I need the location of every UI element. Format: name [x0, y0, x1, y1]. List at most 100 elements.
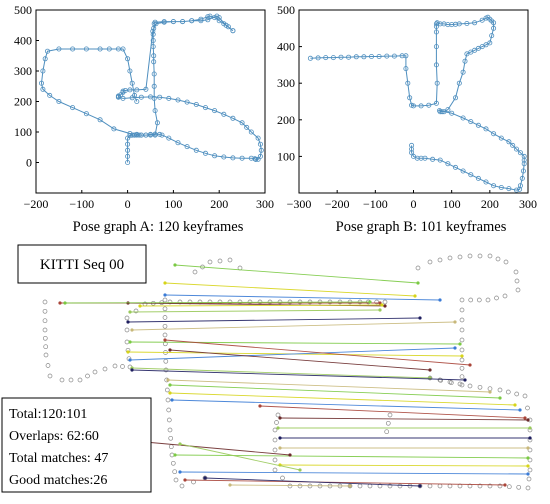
- plot-a-keyframe-point: [97, 117, 103, 123]
- plot-b-keyframe-point: [323, 55, 329, 61]
- match-graph-a-keyframe-point: [374, 299, 380, 305]
- plot-a-keyframe-point: [56, 46, 62, 52]
- plot-a-keyframe-point: [40, 68, 46, 74]
- match-endpoint-a: [130, 368, 134, 372]
- match-graph-a-keyframe-point: [42, 308, 48, 314]
- match-graph-a-keyframe-point: [124, 315, 130, 321]
- match-graph-a-keyframe-point: [124, 327, 130, 333]
- match-line: [174, 264, 419, 284]
- match-graph-a-keyframe-point: [164, 387, 170, 393]
- match-line: [139, 304, 383, 307]
- plot-a-keyframe-point: [120, 95, 126, 101]
- plot-b-keyframe-point: [439, 109, 445, 115]
- plot-b-keyframe-point: [418, 103, 424, 109]
- match-endpoint-a: [258, 404, 262, 408]
- plot-a-keyframe-point: [131, 92, 137, 98]
- match-line: [174, 454, 529, 459]
- plot-b-keyframe-point: [520, 168, 526, 174]
- plot-a-keyframe-point: [258, 147, 264, 153]
- stats-good-matches: Good matches:26: [9, 473, 107, 488]
- plot-b-x-tick-label: −300: [287, 197, 312, 211]
- match-graph-b-keyframe-point: [387, 483, 393, 489]
- plot-a-y-tick-label: 200: [14, 95, 32, 109]
- dataset-label: KITTI Seq 00: [40, 257, 124, 273]
- plot-b-keyframe-point: [521, 161, 527, 167]
- match-endpoint-a: [163, 281, 167, 285]
- plot-b-keyframe-point: [475, 45, 481, 51]
- plot-b-keyframe-point: [475, 122, 481, 128]
- plot-a-keyframe-point: [244, 124, 250, 130]
- match-endpoint-a: [58, 301, 62, 305]
- plot-b-keyframe-point: [433, 29, 439, 35]
- plot-a-keyframe-point: [205, 14, 211, 20]
- plot-a-keyframe-point: [255, 135, 261, 141]
- plot-a-keyframe-point: [45, 48, 51, 54]
- match-graph-b-keyframe-point: [437, 257, 443, 263]
- match-graph-b-keyframe-point: [477, 384, 483, 390]
- match-endpoint-a: [183, 478, 187, 482]
- plot-b-keyframe-point: [483, 126, 489, 132]
- match-graph-a-keyframe-point: [162, 323, 168, 329]
- match-endpoint-a: [163, 338, 167, 342]
- match-endpoint-a: [128, 340, 132, 344]
- plot-b-keyframe-point: [472, 20, 478, 26]
- match-graph-b-keyframe-point: [468, 297, 474, 303]
- plot-b-series: [307, 14, 527, 193]
- plot-a-keyframe-point: [166, 135, 172, 141]
- plot-a-keyframe-point: [115, 46, 121, 52]
- match-line: [129, 347, 456, 361]
- match-graph-b-keyframe-point: [459, 347, 465, 353]
- plot-b-keyframe-point: [353, 54, 359, 60]
- plot-b-keyframe-point: [399, 53, 405, 59]
- match-endpoint-b: [380, 303, 384, 307]
- plot-a-keyframe-point: [159, 132, 165, 138]
- match-graph-a-keyframe-point: [43, 344, 49, 350]
- plot-a-keyframe-point: [184, 99, 190, 105]
- plot-a-ticks: −200 −100 0 100 200 300 0 100 200 300 400 500: [14, 3, 274, 211]
- matching-visualization: [42, 253, 533, 491]
- match-graph-a-keyframe-point: [112, 363, 118, 369]
- match-graph-b-keyframe-point: [515, 287, 521, 293]
- match-graph-a-keyframe-point: [42, 335, 48, 341]
- match-endpoint-a: [126, 350, 130, 354]
- plot-b-keyframe-point: [410, 103, 416, 109]
- match-endpoint-b: [526, 472, 530, 476]
- plot-b-keyframe-point: [462, 58, 468, 64]
- match-graph-b-keyframe-point: [437, 377, 443, 383]
- plot-b-keyframe-point: [407, 95, 413, 101]
- plot-b-x-tick-label: −100: [363, 197, 388, 211]
- match-graph-b-keyframe-point: [526, 476, 532, 482]
- plot-a-keyframe-point: [125, 153, 131, 159]
- plot-a-keyframe-point: [248, 129, 254, 135]
- match-endpoint-b: [526, 446, 530, 450]
- plot-b-keyframe-point: [433, 44, 439, 50]
- match-endpoint-b: [468, 363, 472, 367]
- match-line: [167, 379, 491, 393]
- match-graph-b-keyframe-point: [272, 437, 278, 443]
- plot-b-keyframe-point: [434, 20, 440, 26]
- plot-a-keyframe-point: [175, 140, 181, 146]
- match-endpoint-a: [138, 304, 142, 308]
- plot-a-keyframe-point: [125, 141, 131, 147]
- plot-b-keyframe-point: [384, 53, 390, 59]
- plot-b-keyframe-point: [330, 55, 336, 61]
- plot-a-keyframe-point: [193, 147, 199, 153]
- plot-a-keyframe-point: [151, 59, 157, 65]
- plot-a-y-tick-label: 300: [14, 64, 32, 78]
- match-endpoint-b: [458, 342, 462, 346]
- plot-b-keyframe-point: [441, 109, 447, 115]
- match-endpoint-a: [63, 301, 67, 305]
- plot-a-keyframe-point: [170, 19, 176, 25]
- match-endpoint-b: [348, 484, 352, 488]
- match-graph-a-keyframe-point: [163, 358, 169, 364]
- pose-graph-b: −300 −200 −100 0 100 200 300 100 200 300 400 500 Po…: [277, 3, 537, 235]
- plot-a-keyframe-point: [42, 56, 48, 62]
- match-graph-a-keyframe-point: [167, 299, 173, 305]
- match-endpoint-a: [178, 470, 182, 474]
- match-graph-b-keyframe-point: [527, 457, 533, 463]
- plot-b-keyframe-point: [445, 107, 451, 113]
- match-endpoint-b: [428, 368, 432, 372]
- plot-a-x-tick-label: −200: [24, 197, 49, 211]
- stats-overlaps: Overlaps: 62:60: [9, 429, 99, 444]
- plot-a-keyframe-point: [40, 86, 46, 92]
